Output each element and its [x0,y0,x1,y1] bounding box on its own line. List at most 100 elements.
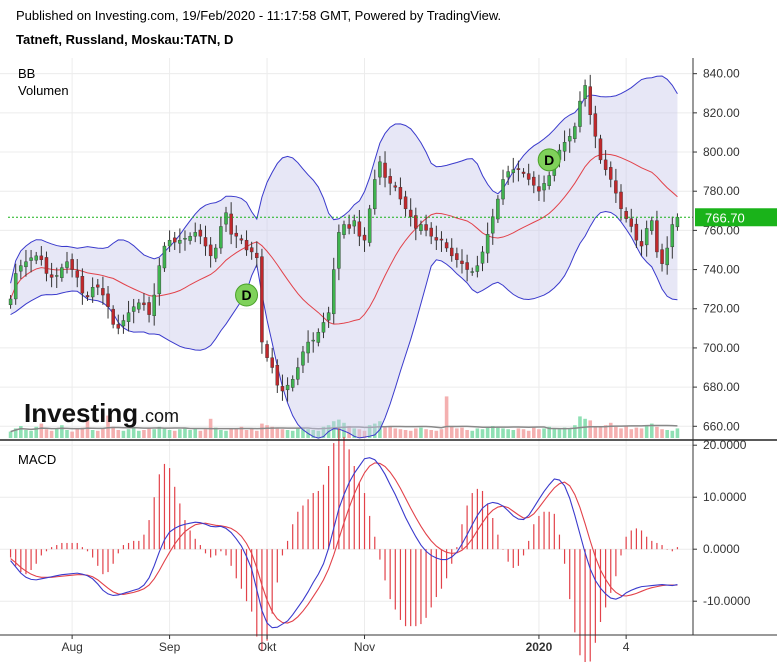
candle-body [660,249,664,264]
macd-hist-bar [281,549,284,556]
volume-bar [352,428,357,438]
candle-body [332,269,336,315]
candle-body [455,253,459,260]
candle-body [388,176,392,184]
price-tick-label: 760.00 [703,223,740,237]
time-axis: Aug Sep Okt Nov 2020 4 [61,635,630,654]
macd-hist-bar [399,549,402,620]
macd-hist-bar [625,536,627,550]
candle-body [378,161,382,178]
candle-body [511,169,516,173]
candle-body [393,185,398,188]
macd-lines [10,457,678,629]
macd-hist-bar [651,540,653,550]
volume-bar [101,428,105,438]
macd-hist-bar [620,549,622,556]
volume-bar [419,427,423,438]
bollinger-bands [10,75,678,439]
candle-body [157,265,162,295]
candle-body [491,216,495,234]
volume-bar [116,430,121,438]
candle-body [639,241,644,247]
macd-hist-bar [676,547,679,550]
macd-hist-bar [204,549,207,554]
volume-bar [367,425,372,438]
macd-hist-bar [117,549,119,554]
volume-bar [649,423,654,438]
candle-body [444,242,449,249]
candle-body [316,332,321,343]
marker-circle [537,148,561,172]
macd-hist-bar [445,549,448,579]
candle-body [337,232,341,269]
macd-tick-label: 20.0000 [703,438,747,452]
macd-hist-bar [420,549,422,625]
candle-body [147,302,151,315]
candle-body [526,173,531,180]
candle-body [665,247,669,266]
candle-body [44,257,49,274]
candle-body [285,384,290,391]
volume-bar [229,428,233,438]
macd-hist-bar [481,490,484,550]
candle-body [439,238,444,241]
candle-body [137,302,141,310]
volume-bar [121,430,126,438]
volume-bar [321,426,326,438]
candle-body [249,247,254,253]
candle-body [239,238,244,241]
candle-body [126,312,131,322]
volume-bar [265,425,269,438]
macd-hist-bar [563,549,566,564]
volume-bar [670,430,675,438]
volume-bar [501,428,505,438]
macd-hist-bar [589,549,591,662]
candle-body [670,224,675,248]
macd-hist-bar [112,549,114,564]
macd-hist-bar [194,538,196,550]
candle-body [85,295,90,298]
macd-hist-bar [276,549,278,583]
macd-hist-bar [404,549,407,627]
volume-bar [254,430,259,438]
candle-body [29,257,33,261]
volume-bar [639,428,644,438]
volume-bar [608,422,613,438]
candle-body [193,232,197,237]
macd-hist-bar [133,540,135,550]
macd-hist-bar [225,549,227,556]
candle-body [373,179,377,210]
volume-bar [403,430,408,438]
macd-hist-bar [302,505,304,550]
macd-hist-bar [389,549,391,600]
macd-hist-bar [76,542,78,550]
macd-hist-bar [92,549,94,558]
candle-body [629,218,634,227]
volume-bar [506,429,510,438]
volume-bar [65,430,69,438]
volume-bar [675,428,680,438]
macd-tick-label: -10.0000 [703,594,751,608]
candle-body [485,234,490,254]
candle-body [521,171,526,174]
macd-hist-bar [569,549,571,600]
volume-bar [13,428,18,438]
macd-hist-bar [71,542,73,550]
macd-hist-bar [235,549,237,579]
candle-body [39,255,44,260]
volume-bar [567,428,572,438]
candle-body [311,339,315,342]
macd-hist-bar [440,549,443,589]
volume-bar [439,429,444,438]
macd-hist-bar [297,511,299,550]
macd-hist-bar [635,528,637,550]
candle-body [347,224,351,229]
candle-body [593,113,598,137]
macd-hist-bar [394,549,396,610]
macd-hist-bar [543,511,545,550]
macd-hist-bar [158,474,160,550]
macd-hist-bar [548,511,550,550]
candle-body [208,244,213,257]
macd-hist-bar [425,549,427,618]
last-price-box [695,208,777,227]
